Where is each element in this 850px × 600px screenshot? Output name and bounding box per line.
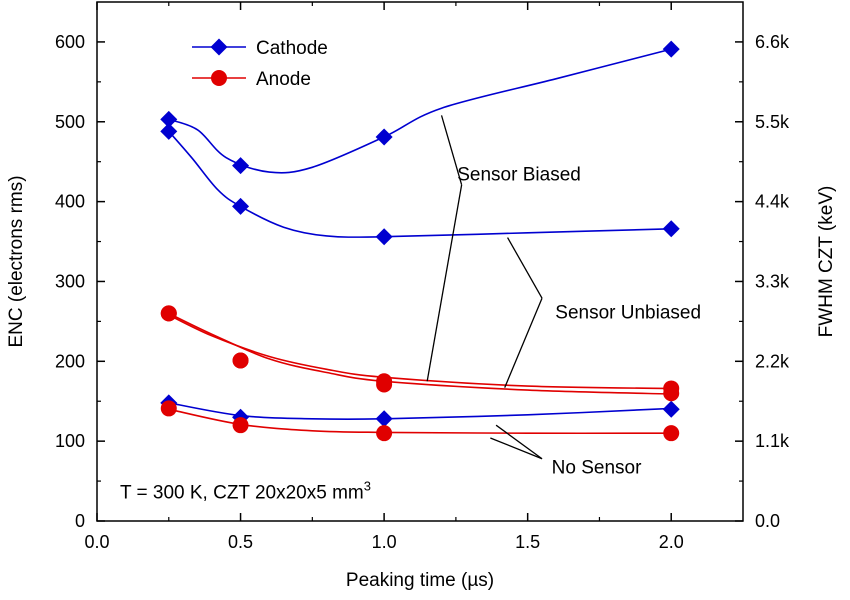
series-cathode-2 xyxy=(160,394,680,428)
series-anode-5 xyxy=(160,400,680,442)
data-point xyxy=(232,417,249,434)
legend-entry-cathode: Cathode xyxy=(192,38,328,59)
y-tick-label: 300 xyxy=(55,271,85,291)
legend: Cathode Anode xyxy=(192,38,328,90)
x-tick-label: 0.5 xyxy=(228,532,253,552)
data-point xyxy=(375,228,393,246)
data-point xyxy=(663,425,680,442)
plot-frame xyxy=(96,1,744,522)
y-axis-title: ENC (electrons rms) xyxy=(6,175,27,347)
x-axis-title: Peaking time (µs) xyxy=(346,570,494,591)
y2-tick-label: 5.5k xyxy=(755,112,790,132)
annotation-label: No Sensor xyxy=(552,458,642,479)
y2-axis-title: FWHM CZT (keV) xyxy=(816,186,837,338)
y-tick-label: 0 xyxy=(75,511,85,531)
data-point xyxy=(160,122,178,140)
legend-entry-anode: Anode xyxy=(192,69,311,90)
leader-line xyxy=(507,237,543,299)
data-point xyxy=(662,220,680,238)
leader-line xyxy=(504,297,543,388)
series-line xyxy=(168,48,672,174)
plot-border xyxy=(96,1,744,522)
data-point xyxy=(160,110,178,128)
data-point xyxy=(375,410,393,428)
y-tick-label: 600 xyxy=(55,32,85,52)
condition-label: T = 300 K, CZT 20x20x5 mm3 xyxy=(120,478,371,503)
annotation-label: Sensor Biased xyxy=(457,164,581,185)
x-tick-label: 1.5 xyxy=(515,532,540,552)
data-point xyxy=(160,400,177,417)
legend-marker xyxy=(210,38,228,56)
condition-label-superscript: 3 xyxy=(364,478,371,493)
data-point xyxy=(232,352,249,369)
data-point xyxy=(375,128,393,146)
data-point xyxy=(662,40,680,58)
y2-axis: 0.0 1.1k 2.2k 3.3k 4.4k 5.5k 6.6k xyxy=(735,32,790,531)
y-tick-label: 500 xyxy=(55,112,85,132)
data-point xyxy=(160,305,177,322)
y2-tick-label: 4.4k xyxy=(755,192,790,212)
y-axis: 0 100 200 300 400 500 600 xyxy=(55,32,105,531)
data-point xyxy=(663,385,680,402)
leader-line xyxy=(490,437,543,460)
series-anode-4 xyxy=(160,305,680,402)
x-tick-label: 1.0 xyxy=(372,532,397,552)
legend-label: Cathode xyxy=(256,38,328,59)
legend-label: Anode xyxy=(256,69,311,90)
legend-marker xyxy=(211,70,227,86)
data-point xyxy=(232,197,250,215)
series-line xyxy=(168,312,672,395)
series-line xyxy=(168,314,672,390)
series-cathode-1 xyxy=(160,122,680,246)
series-line xyxy=(168,130,672,238)
x-tick-label: 2.0 xyxy=(659,532,684,552)
annotation-label: Sensor Unbiased xyxy=(555,303,701,324)
series-layer xyxy=(160,40,680,442)
y-tick-label: 200 xyxy=(55,351,85,371)
x-tick-label: 0.0 xyxy=(84,532,109,552)
data-point xyxy=(232,157,250,175)
x-axis: 0.0 0.5 1.0 1.5 2.0 xyxy=(84,2,684,552)
leader-line xyxy=(440,115,463,186)
annotation-layer: Sensor Biased Sensor Unbiased No Sensor T =… xyxy=(120,115,701,503)
y-tick-label: 100 xyxy=(55,431,85,451)
series-cathode-0 xyxy=(160,40,680,175)
y2-tick-label: 1.1k xyxy=(755,431,790,451)
y2-tick-label: 0.0 xyxy=(755,511,780,531)
leader-line xyxy=(426,184,463,382)
y2-tick-label: 2.2k xyxy=(755,351,790,371)
y2-tick-label: 3.3k xyxy=(755,271,790,291)
leader-line xyxy=(495,424,543,460)
data-point xyxy=(662,400,680,418)
data-point xyxy=(376,425,393,442)
y-tick-label: 400 xyxy=(55,192,85,212)
data-point xyxy=(376,376,393,393)
y2-tick-label: 6.6k xyxy=(755,32,790,52)
